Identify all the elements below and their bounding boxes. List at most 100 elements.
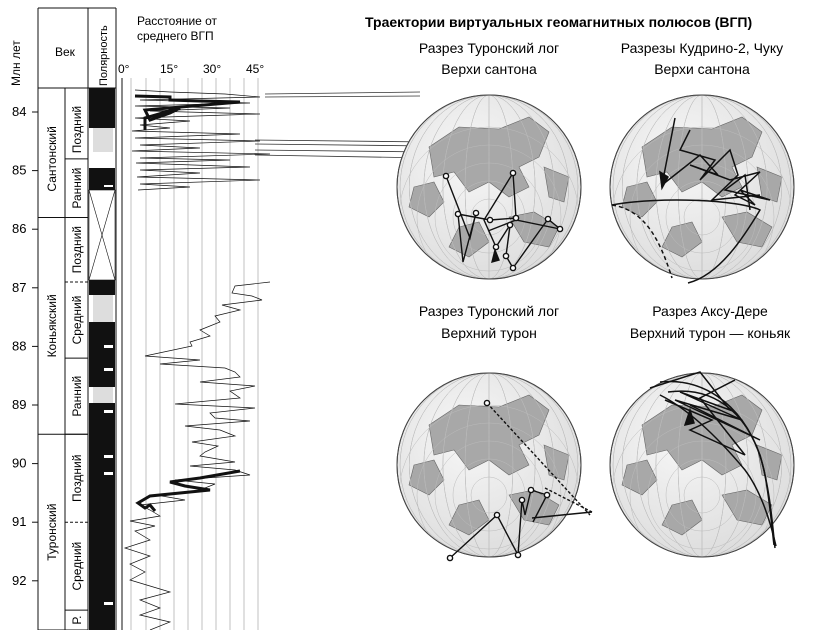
age-tick-label: 92 [12, 573, 26, 588]
parallel [416, 144, 562, 279]
land-shape [408, 459, 445, 496]
meridian [621, 95, 783, 279]
meridian [636, 95, 768, 279]
meridian [423, 95, 555, 279]
land-shape [448, 499, 490, 536]
globe-outline [396, 372, 582, 558]
land-shape [756, 166, 783, 203]
substage-label: Средний [70, 542, 84, 591]
panel3-caption-line2: Верхний турон [441, 325, 537, 341]
stage-label: Коньякский [45, 294, 59, 357]
land-shape [543, 444, 570, 481]
age-axis: 84 85 86 87 88 89 90 91 92 [12, 104, 38, 588]
meridian [464, 373, 514, 557]
distance-header-line2: среднего ВГП [137, 29, 214, 43]
panel2-caption-line1: Разрезы Кудрино-2, Чуку [621, 40, 783, 56]
substage-label: Поздний [70, 455, 84, 502]
meridian [621, 373, 783, 557]
polarity-column-label: Полярность [98, 25, 110, 86]
parallel [416, 422, 562, 557]
substage-label: Поздний [70, 226, 84, 273]
panel3-caption-line1: Разрез Туронский лог [419, 303, 559, 319]
age-tick-label: 88 [12, 338, 26, 353]
globe-outline [609, 94, 795, 280]
land-shape [661, 499, 703, 536]
meridian [399, 95, 579, 279]
land-shape [661, 221, 703, 258]
globe-outline [609, 372, 795, 558]
parallel [665, 180, 739, 254]
panel2-caption-line2: Верхи сантона [654, 61, 750, 77]
trajectory-panel1 [442, 169, 564, 272]
trajectory-panel2 [611, 117, 771, 284]
stratigraphic-columns [37, 7, 117, 630]
age-tick-label: 84 [12, 104, 26, 119]
parallel [665, 458, 739, 532]
distance-tick-0: 0° [118, 62, 130, 76]
meridian [655, 373, 749, 557]
meridian [408, 373, 570, 557]
distance-tick-30: 30° [203, 62, 221, 76]
panel1-caption-line1: Разрез Туронский лог [419, 40, 559, 56]
stage-label: Сантонский [45, 126, 59, 191]
panel4-caption-line2: Верхний турон — коньяк [630, 325, 791, 341]
age-tick-label: 90 [12, 456, 26, 471]
land-shape [408, 181, 445, 218]
substage-label: Ранний [70, 376, 84, 417]
trajectory-panel3 [446, 399, 593, 562]
meridian [636, 373, 768, 557]
distance-tick-45: 45° [246, 62, 264, 76]
parallel [683, 198, 721, 236]
age-tick-label: 91 [12, 514, 26, 529]
meridian [399, 373, 579, 557]
distance-tick-15: 15° [160, 62, 178, 76]
age-tick-label: 87 [12, 280, 26, 295]
parallel [470, 476, 508, 514]
substage-label: Р. [70, 616, 84, 625]
substage-labels-layer: Поздний Ранний Поздний Средний Ранний Поздний… [65, 106, 88, 630]
parallel [434, 162, 544, 272]
globe-map [397, 95, 581, 279]
age-tick-label: 89 [12, 397, 26, 412]
meridian [464, 95, 514, 279]
meridian [612, 95, 792, 279]
polarity-column [88, 88, 116, 630]
stage-label: Туронский [45, 504, 59, 561]
parallel [452, 458, 526, 532]
meridian [408, 95, 570, 279]
substage-label: Поздний [70, 106, 84, 153]
globe-panel-1 [396, 94, 582, 280]
stage-labels-layer: Сантонский Коньякский Туронский [38, 126, 88, 630]
land-shape [543, 166, 570, 203]
age-tick-label: 86 [12, 221, 26, 236]
panel4-caption-line1: Разрез Аксу-Дере [652, 303, 768, 319]
meridian [677, 373, 727, 557]
parallel [647, 440, 757, 550]
connector-lines [254, 91, 431, 159]
parallel [434, 440, 544, 550]
substage-label: Ранний [70, 168, 84, 209]
parallel [629, 422, 775, 557]
main-title: Траектории виртуальных геомагнитных полю… [365, 14, 752, 30]
substage-label: Средний [70, 296, 84, 345]
parallel [629, 144, 775, 279]
land-shape [621, 459, 658, 496]
meridian [612, 373, 792, 557]
panel1-caption-line2: Верхи сантона [441, 61, 537, 77]
age-tick-label: 85 [12, 163, 26, 178]
meridian [423, 373, 555, 557]
meridian [442, 373, 536, 557]
distance-header-line1: Расстояние от [137, 14, 218, 28]
age-column-label: Век [55, 45, 76, 59]
distance-curves [123, 89, 271, 630]
globe-outline [396, 94, 582, 280]
land-shape [756, 444, 783, 481]
parallel [452, 180, 526, 254]
parallel [683, 476, 721, 514]
meridian [655, 95, 749, 279]
distance-grid [121, 78, 259, 630]
meridian [442, 95, 536, 279]
age-axis-label: Млн лет [9, 40, 23, 86]
trajectory-panel4 [649, 371, 777, 549]
